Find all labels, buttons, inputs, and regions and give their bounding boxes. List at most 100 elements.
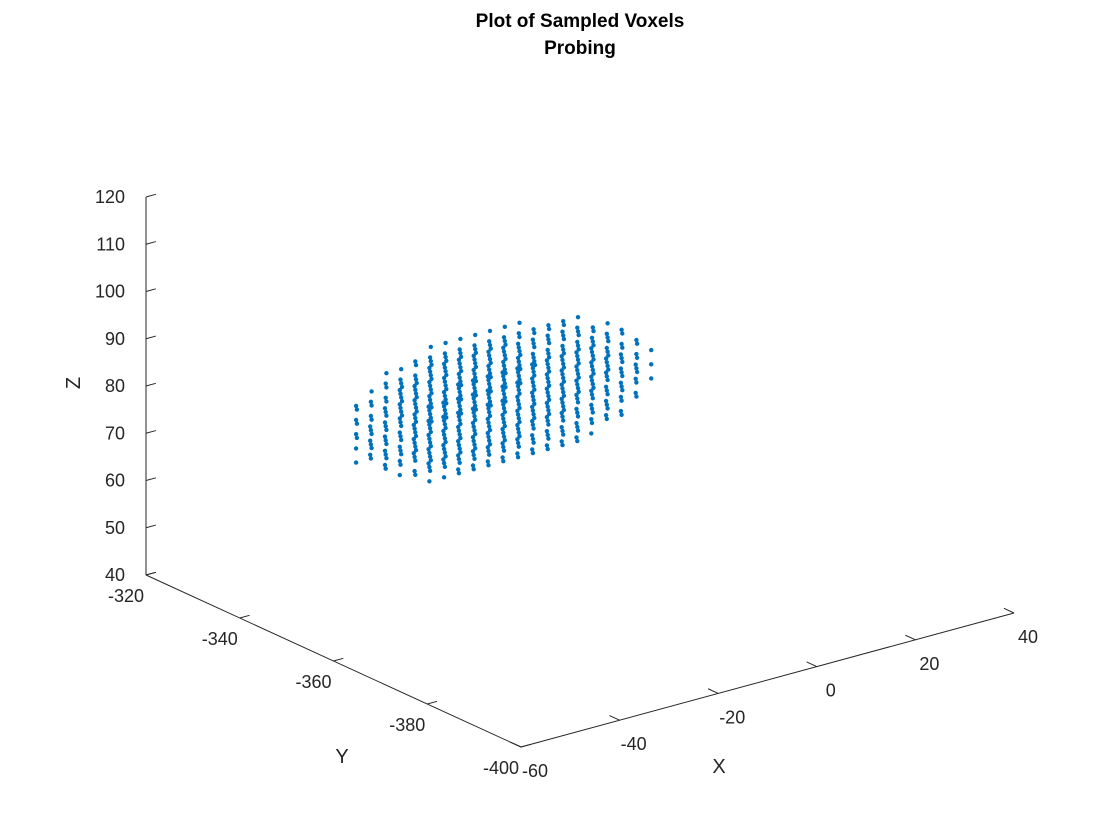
- data-point: [575, 414, 581, 419]
- data-point: [634, 337, 639, 343]
- data-point: [353, 417, 359, 423]
- data-point: [575, 357, 581, 362]
- data-point: [561, 336, 567, 342]
- data-point: [471, 424, 476, 429]
- data-point: [441, 457, 446, 462]
- data-point: [413, 359, 418, 364]
- x-tick: [510, 741, 522, 748]
- data-point: [456, 471, 462, 476]
- data-point: [516, 373, 521, 378]
- data-point: [546, 340, 552, 346]
- data-point: [426, 432, 431, 438]
- data-point: [501, 402, 506, 407]
- data-point: [427, 422, 432, 427]
- data-point: [456, 439, 461, 444]
- data-point: [604, 402, 609, 407]
- data-point: [530, 380, 536, 385]
- data-point: [575, 371, 581, 377]
- data-point: [368, 442, 374, 447]
- data-point: [605, 392, 610, 397]
- data-point: [546, 369, 552, 374]
- data-point: [575, 424, 580, 430]
- data-point: [457, 347, 462, 352]
- data-point: [620, 359, 625, 365]
- data-point: [544, 443, 550, 448]
- data-point: [456, 400, 462, 405]
- data-point: [488, 389, 493, 394]
- z-tick: [145, 430, 156, 434]
- data-point: [532, 362, 538, 368]
- z-tick: [145, 571, 156, 576]
- data-point: [546, 355, 552, 360]
- data-point: [427, 369, 433, 374]
- data-point: [399, 423, 404, 429]
- data-point: [443, 369, 448, 374]
- data-point: [619, 341, 624, 347]
- data-point: [575, 339, 580, 345]
- data-point: [487, 438, 492, 443]
- data-point: [501, 391, 507, 397]
- data-point: [546, 379, 551, 385]
- data-point: [473, 431, 478, 437]
- z-tick-label: 50: [105, 518, 125, 538]
- data-point: [634, 366, 639, 371]
- data-point: [530, 404, 535, 410]
- data-point: [515, 341, 521, 346]
- data-point: [471, 382, 476, 387]
- data-point: [383, 395, 388, 400]
- data-point: [545, 361, 550, 367]
- z-tick: [145, 382, 156, 387]
- data-point: [531, 383, 536, 389]
- data-point: [530, 376, 535, 381]
- data-point: [488, 403, 493, 408]
- data-point: [518, 381, 523, 386]
- data-point: [517, 363, 522, 368]
- data-point: [532, 359, 537, 364]
- data-point: [560, 357, 565, 363]
- data-point: [502, 324, 507, 329]
- data-point: [441, 460, 447, 466]
- y-tick: [239, 614, 250, 619]
- z-tick: [145, 524, 156, 529]
- data-point: [575, 368, 580, 373]
- data-point: [353, 432, 359, 437]
- data-point: [589, 431, 594, 436]
- data-point: [399, 409, 404, 414]
- data-point: [427, 355, 433, 360]
- data-point: [458, 365, 463, 370]
- data-point: [516, 331, 521, 336]
- y-tick-label: -320: [108, 586, 144, 606]
- data-point: [427, 397, 433, 403]
- data-point: [531, 327, 536, 332]
- data-point: [604, 374, 609, 379]
- data-point: [397, 472, 402, 478]
- data-point: [399, 399, 405, 404]
- data-point: [603, 413, 609, 418]
- data-point: [517, 405, 522, 411]
- data-point: [546, 408, 551, 413]
- data-point: [546, 411, 552, 417]
- data-point: [516, 416, 521, 421]
- data-point: [532, 373, 537, 378]
- data-point: [530, 433, 535, 438]
- z-tick-label: 110: [96, 234, 125, 254]
- data-point: [458, 421, 463, 427]
- data-point: [589, 364, 595, 369]
- data-point: [559, 425, 564, 430]
- y-tick: [427, 700, 438, 705]
- data-point: [591, 328, 596, 334]
- data-point: [487, 371, 493, 376]
- data-point: [427, 454, 433, 459]
- x-tick: [707, 688, 719, 694]
- data-point: [501, 377, 507, 382]
- data-point: [442, 450, 448, 455]
- data-point: [530, 436, 536, 442]
- data-point: [473, 375, 478, 380]
- x-tick-label: -60: [522, 761, 548, 781]
- data-point: [369, 445, 374, 451]
- data-point: [368, 438, 373, 443]
- data-point: [619, 355, 624, 361]
- data-point: [427, 379, 432, 385]
- data-point: [633, 362, 638, 367]
- data-point: [530, 447, 535, 452]
